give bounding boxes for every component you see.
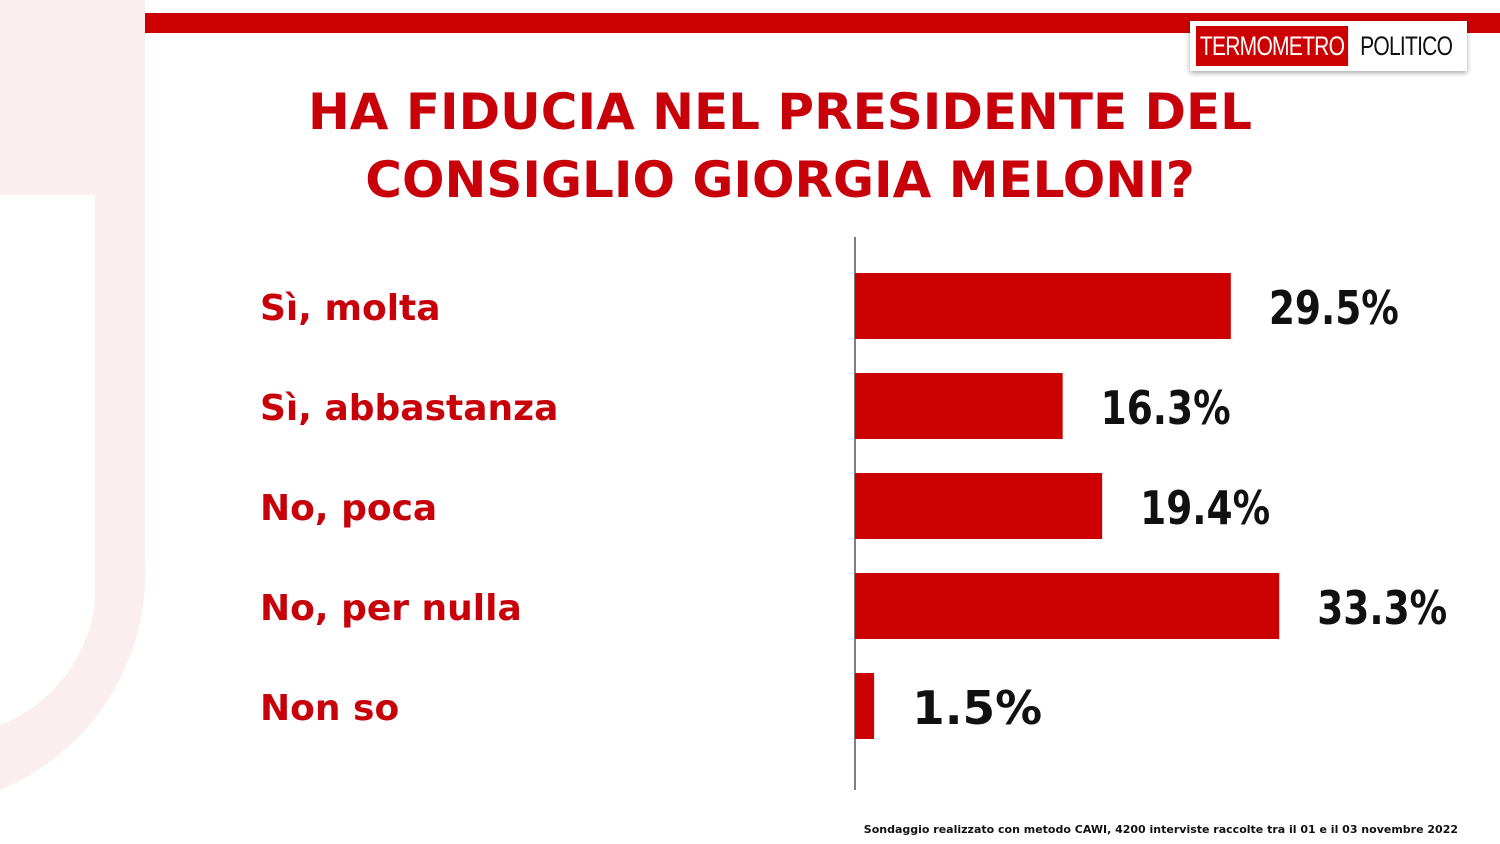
bar bbox=[855, 373, 1063, 439]
top-accent-bar bbox=[0, 13, 1500, 33]
survey-footnote: Sondaggio realizzato con metodo CAWI, 42… bbox=[863, 823, 1458, 836]
value-label: 1.5% bbox=[912, 681, 1042, 735]
termometro-politico-logo: TERMOMETRO POLITICO bbox=[1190, 21, 1468, 71]
value-label: 16.3% bbox=[1101, 381, 1231, 435]
bar bbox=[855, 573, 1280, 639]
value-label: 33.3% bbox=[1317, 581, 1447, 635]
logo-text-termometro: TERMOMETRO bbox=[1196, 26, 1349, 66]
bar bbox=[855, 473, 1103, 539]
value-label: 19.4% bbox=[1140, 481, 1270, 535]
category-label: No, per nulla bbox=[260, 588, 522, 629]
chart-title: HA FIDUCIA NEL PRESIDENTE DEL CONSIGLIO … bbox=[307, 83, 1253, 209]
bar bbox=[855, 673, 875, 739]
category-label: Sì, abbastanza bbox=[260, 388, 558, 429]
value-label: 29.5% bbox=[1269, 281, 1399, 335]
logo-text-politico: POLITICO bbox=[1360, 31, 1453, 61]
category-label: Sì, molta bbox=[260, 288, 441, 329]
category-label: No, poca bbox=[260, 488, 437, 529]
category-label: Non so bbox=[260, 688, 399, 729]
bar bbox=[855, 273, 1231, 339]
